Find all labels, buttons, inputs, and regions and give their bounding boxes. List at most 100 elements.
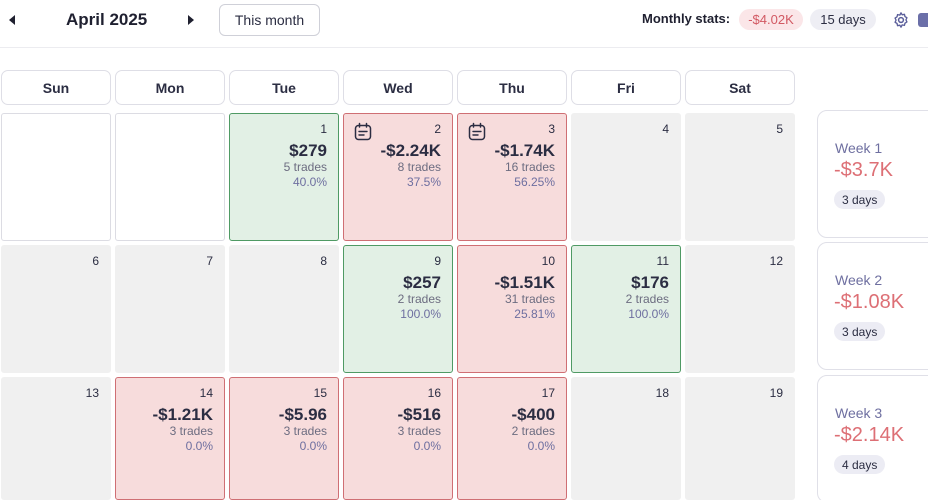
day-number: 2 xyxy=(434,122,441,136)
weekday-sun: Sun xyxy=(1,70,111,105)
week-days-badge: 4 days xyxy=(834,455,886,474)
day-cell-14[interactable]: 14 -$1.21K 3 trades 0.0% xyxy=(115,377,225,500)
week-days-badge: 3 days xyxy=(834,322,886,341)
caret-left-icon xyxy=(9,15,15,25)
week-pnl: -$3.7K xyxy=(834,159,893,181)
monthly-pnl-badge: -$4.02K xyxy=(739,9,803,30)
day-number: 6 xyxy=(92,254,99,268)
day-number: 4 xyxy=(662,122,669,136)
weekday-mon: Mon xyxy=(115,70,225,105)
day-number: 11 xyxy=(656,254,669,268)
day-winrate: 100.0% xyxy=(400,307,441,321)
day-cell-13[interactable]: 13 xyxy=(1,377,111,500)
day-pnl: $176 xyxy=(631,273,669,292)
day-pnl: -$1.51K xyxy=(494,273,555,292)
weekday-sat: Sat xyxy=(685,70,795,105)
day-number: 9 xyxy=(434,254,441,268)
day-number: 5 xyxy=(776,122,783,136)
day-cell-9[interactable]: 9 $257 2 trades 100.0% xyxy=(343,245,453,373)
week-summary-card[interactable]: Week 3 -$2.14K 4 days xyxy=(817,375,928,500)
day-trades: 16 trades xyxy=(504,160,555,174)
day-number: 8 xyxy=(320,254,327,268)
weekday-tue: Tue xyxy=(229,70,339,105)
day-cell-8[interactable]: 8 xyxy=(229,245,339,373)
day-cell-15[interactable]: 15 -$5.96 3 trades 0.0% xyxy=(229,377,339,500)
day-trades: 3 trades xyxy=(169,424,213,438)
day-trades: 3 trades xyxy=(283,424,327,438)
day-cell-3[interactable]: 3 -$1.74K 16 trades 56.25% xyxy=(457,113,567,241)
day-trades: 2 trades xyxy=(397,292,441,306)
day-trades: 2 trades xyxy=(625,292,669,306)
day-winrate: 40.0% xyxy=(292,175,327,189)
day-cell-2[interactable]: 2 -$2.24K 8 trades 37.5% xyxy=(343,113,453,241)
day-number: 14 xyxy=(199,386,213,400)
day-trades: 8 trades xyxy=(397,160,441,174)
day-cell-17[interactable]: 17 -$400 2 trades 0.0% xyxy=(457,377,567,500)
day-trades: 31 trades xyxy=(504,292,555,306)
day-cell-4[interactable]: 4 xyxy=(571,113,681,241)
day-number: 12 xyxy=(769,254,783,268)
day-number: 19 xyxy=(769,386,783,400)
day-cell-10[interactable]: 10 -$1.51K 31 trades 25.81% xyxy=(457,245,567,373)
weekday-wed: Wed xyxy=(343,70,453,105)
day-cell-empty xyxy=(1,113,111,241)
day-trades: 2 trades xyxy=(511,424,555,438)
day-cell-12[interactable]: 12 xyxy=(685,245,795,373)
day-trades: 3 trades xyxy=(397,424,441,438)
week-pnl: -$2.14K xyxy=(834,424,905,446)
day-cell-18[interactable]: 18 xyxy=(571,377,681,500)
day-number: 10 xyxy=(541,254,555,268)
weekday-fri: Fri xyxy=(571,70,681,105)
month-title: April 2025 xyxy=(66,10,148,29)
day-winrate: 100.0% xyxy=(628,307,669,321)
day-cell-6[interactable]: 6 xyxy=(1,245,111,373)
day-pnl: $279 xyxy=(289,141,327,160)
week-summary-card[interactable]: Week 2 -$1.08K 3 days xyxy=(817,242,928,370)
day-winrate: 37.5% xyxy=(406,175,441,189)
this-month-button[interactable]: This month xyxy=(219,4,320,36)
day-number: 7 xyxy=(206,254,213,268)
day-winrate: 0.0% xyxy=(185,439,213,453)
day-winrate: 0.0% xyxy=(413,439,441,453)
day-cell-19[interactable]: 19 xyxy=(685,377,795,500)
day-pnl: -$516 xyxy=(397,405,441,424)
notebook-icon[interactable] xyxy=(467,122,487,142)
day-trades: 5 trades xyxy=(283,160,327,174)
monthly-stats-label: Monthly stats: xyxy=(642,11,731,26)
notebook-icon[interactable] xyxy=(353,122,373,142)
monthly-days-badge: 15 days xyxy=(810,9,876,30)
day-pnl: -$1.21K xyxy=(152,405,213,424)
caret-right-icon xyxy=(188,15,194,25)
prev-month-button[interactable] xyxy=(6,13,18,27)
day-number: 17 xyxy=(541,386,555,400)
day-number: 3 xyxy=(548,122,555,136)
day-winrate: 0.0% xyxy=(527,439,555,453)
camera-icon[interactable] xyxy=(918,13,928,27)
next-month-button[interactable] xyxy=(185,13,197,27)
day-winrate: 56.25% xyxy=(514,175,555,189)
day-cell-5[interactable]: 5 xyxy=(685,113,795,241)
week-label: Week 3 xyxy=(835,405,883,421)
day-cell-empty xyxy=(115,113,225,241)
gear-icon[interactable] xyxy=(892,11,910,29)
day-pnl: $257 xyxy=(403,273,441,292)
day-pnl: -$5.96 xyxy=(278,405,327,424)
day-pnl: -$2.24K xyxy=(380,141,441,160)
week-days-badge: 3 days xyxy=(834,190,886,209)
day-cell-11[interactable]: 11 $176 2 trades 100.0% xyxy=(571,245,681,373)
day-number: 13 xyxy=(85,386,99,400)
week-pnl: -$1.08K xyxy=(834,291,905,313)
day-cell-16[interactable]: 16 -$516 3 trades 0.0% xyxy=(343,377,453,500)
day-pnl: -$400 xyxy=(511,405,555,424)
day-cell-7[interactable]: 7 xyxy=(115,245,225,373)
day-number: 1 xyxy=(320,122,327,136)
week-summary-card[interactable]: Week 1 -$3.7K 3 days xyxy=(817,110,928,238)
day-cell-1[interactable]: 1 $279 5 trades 40.0% xyxy=(229,113,339,241)
week-label: Week 1 xyxy=(835,140,883,156)
week-label: Week 2 xyxy=(835,272,883,288)
calendar-header: April 2025 This month Monthly stats: -$4… xyxy=(0,0,928,48)
day-winrate: 0.0% xyxy=(299,439,327,453)
day-number: 16 xyxy=(427,386,441,400)
weekday-thu: Thu xyxy=(457,70,567,105)
day-number: 15 xyxy=(313,386,327,400)
